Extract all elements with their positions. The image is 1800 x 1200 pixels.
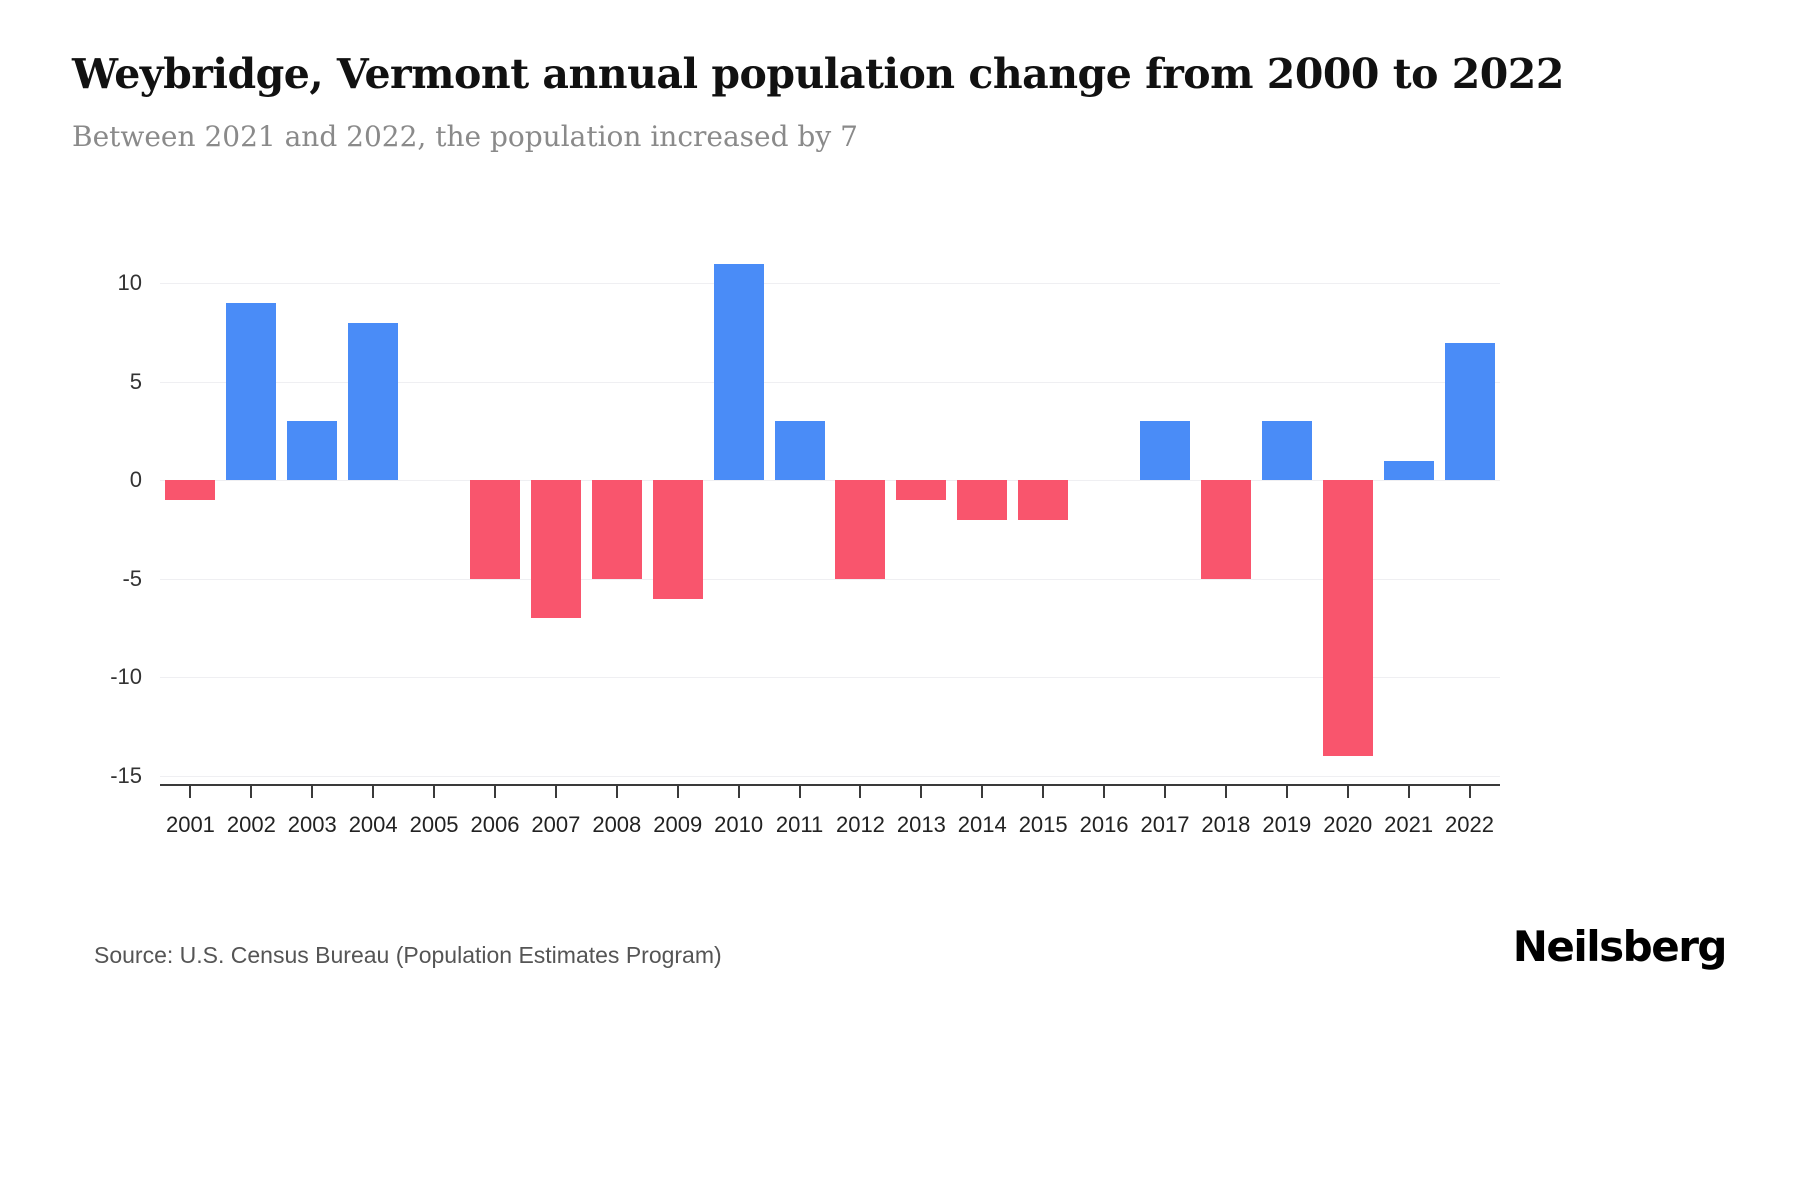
source-note: Source: U.S. Census Bureau (Population E… [94, 942, 722, 968]
bar-2014 [957, 480, 1008, 520]
bar-2011 [774, 421, 825, 481]
x-axis-tick [859, 786, 862, 798]
x-axis-tick [554, 786, 557, 798]
bar-2019 [1261, 421, 1312, 481]
bar-2015 [1018, 480, 1069, 520]
x-axis-tick-label: 2005 [409, 812, 459, 837]
y-axis-tick-label: -5 [122, 565, 142, 591]
x-axis-tick [372, 786, 375, 798]
x-axis-tick [433, 786, 436, 798]
bar-2002 [226, 303, 277, 481]
x-axis-tick [981, 786, 984, 798]
y-gridline [160, 381, 1500, 383]
bar-2022 [1444, 342, 1495, 481]
x-axis-tick [250, 786, 253, 798]
bar-2013 [896, 480, 947, 501]
x-axis-tick-label: 2022 [1445, 812, 1494, 837]
bar-chart-plot-area: 10 5 0 -5 -10 -15 2001 2002 2003 2004 2005 2006 2007… [110, 244, 1500, 837]
x-axis-tick-label: 2011 [775, 812, 824, 837]
x-axis-tick [1285, 786, 1288, 798]
bar-2004 [348, 322, 399, 481]
x-axis-tick-label: 2020 [1323, 812, 1373, 837]
bar-2003 [287, 421, 338, 481]
x-axis-tick [676, 786, 679, 798]
chart-title: Weybridge, Vermont annual population cha… [72, 50, 1564, 98]
y-axis-tick-label: 0 [129, 467, 142, 493]
x-axis-tick-label: 2001 [165, 812, 215, 837]
x-axis-tick [1042, 786, 1045, 798]
bar-2012 [835, 480, 886, 579]
x-axis-tick-label: 2004 [348, 812, 398, 837]
x-axis-tick-label: 2010 [714, 812, 764, 837]
x-axis-tick [1164, 786, 1166, 798]
x-axis-tick [1407, 786, 1410, 798]
y-gridline [160, 677, 1500, 679]
x-axis-tick-label: 2014 [957, 812, 1007, 837]
x-axis-tick-label: 2015 [1018, 812, 1068, 837]
x-axis-tick-label: 2009 [653, 812, 703, 837]
x-axis-tick [494, 786, 496, 798]
y-gridline [160, 480, 1500, 482]
bar-2017 [1140, 421, 1190, 481]
bar-2018 [1200, 480, 1251, 579]
x-axis-tick [1346, 786, 1349, 798]
x-axis-line [160, 784, 1500, 786]
y-gridline [160, 775, 1500, 777]
bar-2020 [1322, 480, 1373, 757]
x-axis-tick-label: 2021 [1384, 812, 1434, 837]
bar-2001 [165, 480, 216, 501]
x-axis-tick [311, 786, 314, 798]
x-axis-tick-label: 2013 [896, 812, 946, 837]
x-axis-tick-label: 2003 [287, 812, 337, 837]
bar-2009 [652, 480, 703, 599]
y-axis-tick-label: -15 [110, 762, 142, 788]
x-axis-tick [1224, 786, 1227, 798]
x-axis-tick [1103, 786, 1106, 798]
x-axis-tick [1468, 786, 1471, 798]
x-axis-tick [920, 786, 923, 798]
x-axis-tick [615, 786, 618, 798]
bar-2007 [530, 480, 581, 619]
brand-logo: Neilsberg [1512, 922, 1728, 971]
y-gridline [160, 578, 1500, 580]
y-axis-tick-label: -10 [110, 664, 142, 690]
x-axis-tick-label: 2019 [1262, 812, 1312, 837]
x-axis-tick [737, 786, 740, 798]
chart-subtitle: Between 2021 and 2022, the population in… [72, 120, 858, 153]
x-axis-tick-label: 2008 [592, 812, 642, 837]
x-axis-tick-label: 2017 [1140, 812, 1190, 837]
x-axis-tick-label: 2018 [1201, 812, 1251, 837]
bar-2006 [470, 480, 520, 579]
x-axis-tick-label: 2012 [835, 812, 885, 837]
x-axis-tick-label: 2002 [226, 812, 276, 837]
x-axis-tick [798, 786, 801, 798]
x-axis-tick-label: 2007 [531, 812, 581, 837]
x-axis-tick-label: 2016 [1079, 812, 1129, 837]
x-axis-tick-label: 2006 [470, 812, 520, 837]
y-axis-tick-label: 10 [117, 270, 142, 296]
bar-2021 [1383, 460, 1434, 481]
y-gridline [160, 283, 1500, 285]
bar-2008 [591, 480, 642, 579]
bar-2010 [713, 263, 764, 481]
x-axis-tick [189, 786, 192, 798]
y-axis-tick-label: 5 [129, 368, 142, 394]
